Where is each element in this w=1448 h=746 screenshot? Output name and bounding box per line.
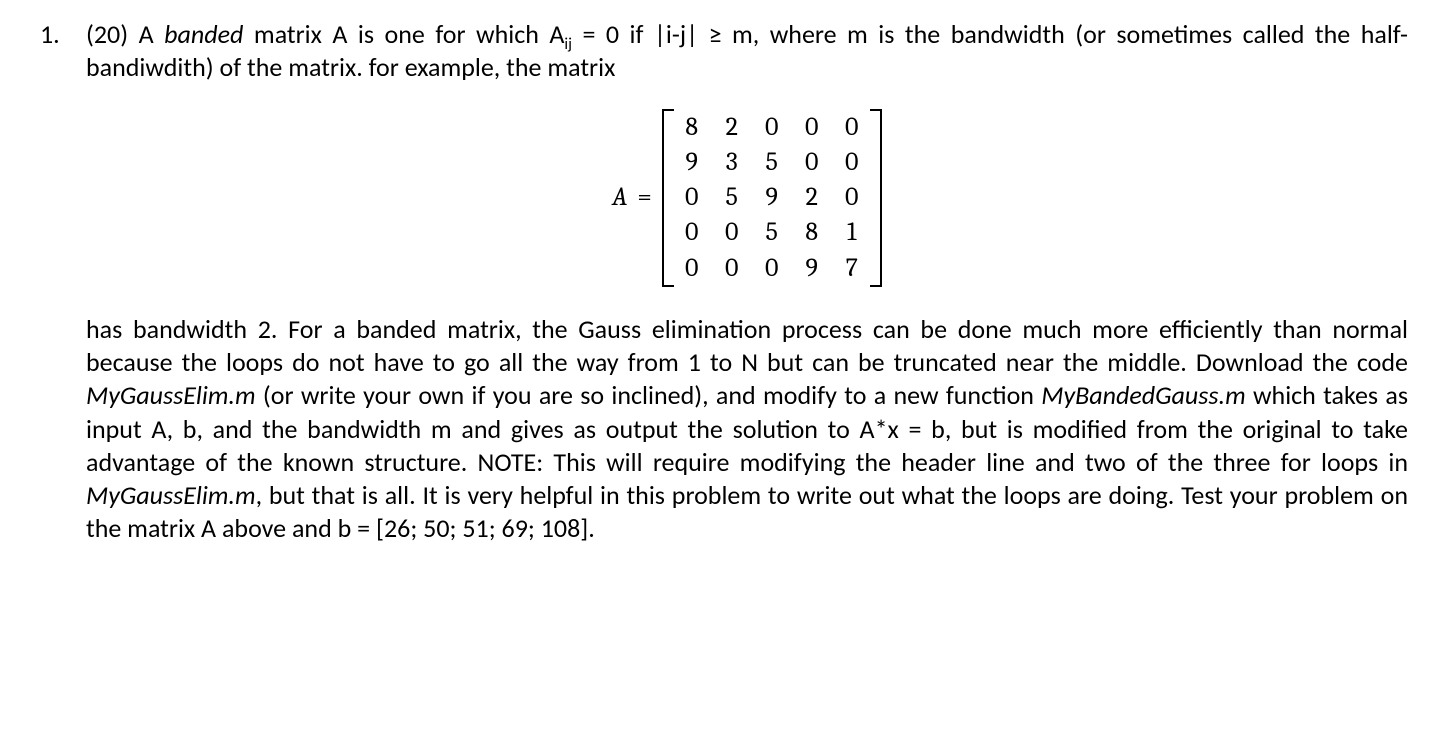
problem-number: 1. <box>40 18 86 51</box>
matrix-lhs: A <box>612 181 627 214</box>
matrix-cell: 5 <box>724 181 740 214</box>
matrix-cell: 8 <box>684 111 700 144</box>
matrix-cell: 2 <box>804 181 820 214</box>
matrix-cell: 1 <box>844 216 860 249</box>
page: 1. (20) A banded matrix A is one for whi… <box>0 0 1448 564</box>
matrix-cell: 0 <box>724 216 740 249</box>
problem-container: 1. (20) A banded matrix A is one for whi… <box>40 18 1408 546</box>
points-label: (20) <box>86 18 128 50</box>
intro-paragraph: (20) A banded matrix A is one for which … <box>86 18 1408 85</box>
body-text-1: has bandwidth 2. For a banded matrix, th… <box>86 313 1408 378</box>
body-code-1: MyGaussElim.m <box>86 379 256 411</box>
body-text-3: (or write your own if you are so incline… <box>256 379 1042 411</box>
body-text-7: , but that is all. It is very helpful in… <box>86 479 1408 544</box>
matrix-cell: 7 <box>844 252 860 285</box>
matrix-cell: 0 <box>804 111 820 144</box>
matrix-cell: 0 <box>684 252 700 285</box>
matrix-cell: 0 <box>764 252 780 285</box>
matrix-cell: 5 <box>764 216 780 249</box>
matrix-cell: 0 <box>844 111 860 144</box>
matrix-cell: 5 <box>764 146 780 179</box>
matrix-cell: 0 <box>844 181 860 214</box>
matrix-cell: 0 <box>724 252 740 285</box>
matrix-cell: 0 <box>844 146 860 179</box>
matrix-wrap: A = 8200093500059200058100097 <box>612 109 881 287</box>
matrix-bracket-left <box>662 109 674 287</box>
matrix-cell: 8 <box>804 216 820 249</box>
matrix-cell: 0 <box>684 216 700 249</box>
matrix-cell: 9 <box>804 252 820 285</box>
intro-text-1: A <box>139 18 165 50</box>
matrix-equals: = <box>637 181 651 214</box>
body-code-3: MyGaussElim.m <box>86 479 256 511</box>
problem-body: (20) A banded matrix A is one for which … <box>86 18 1408 546</box>
intro-text-3: matrix A is one for which A <box>243 18 564 50</box>
matrix-cell: 0 <box>684 181 700 214</box>
body-paragraph: has bandwidth 2. For a banded matrix, th… <box>86 313 1408 546</box>
matrix-cell: 3 <box>724 146 740 179</box>
matrix-equation: A = 8200093500059200058100097 <box>86 109 1408 287</box>
matrix-cell: 9 <box>764 181 780 214</box>
matrix-cell: 9 <box>684 146 700 179</box>
matrix-cell: 0 <box>764 111 780 144</box>
body-code-2: MyBandedGauss.m <box>1041 379 1245 411</box>
matrix-cell: 2 <box>724 111 740 144</box>
intro-banded: banded <box>164 18 243 50</box>
matrix-bracket-right <box>870 109 882 287</box>
matrix-cell: 0 <box>804 146 820 179</box>
matrix-grid: 8200093500059200058100097 <box>674 109 870 287</box>
